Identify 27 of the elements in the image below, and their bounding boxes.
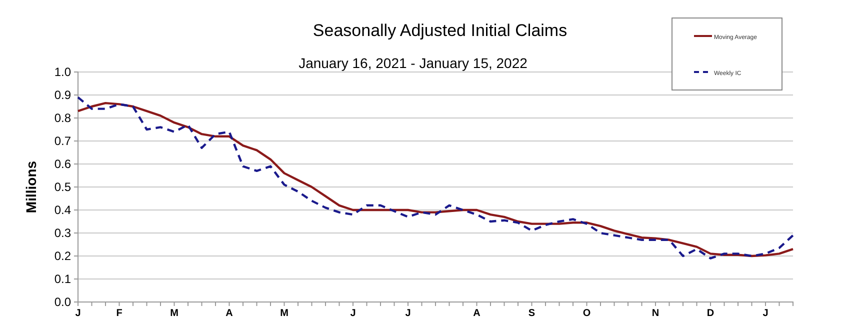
- y-tick-label: 0.5: [54, 180, 72, 194]
- x-tick-label: J: [762, 308, 768, 320]
- y-tick-label: 0.7: [54, 134, 72, 148]
- y-tick-label: 0.3: [54, 226, 72, 240]
- y-tick-label: 0.0: [54, 294, 72, 309]
- y-tick-label: 1.0: [54, 64, 72, 79]
- x-tick-label: O: [582, 308, 591, 320]
- x-tick-label: M: [280, 308, 288, 320]
- y-tick-label: 0.2: [54, 248, 72, 263]
- y-tick-label: 0.4: [54, 202, 72, 217]
- x-tick-label: D: [706, 308, 714, 320]
- x-tick-label: J: [75, 308, 81, 320]
- x-tick-label: M: [170, 308, 178, 320]
- y-tick-label: 0.6: [54, 156, 72, 171]
- y-tick-label: 0.9: [54, 88, 72, 102]
- x-tick-label: S: [528, 308, 536, 320]
- chart-subtitle: January 16, 2021 - January 15, 2022: [298, 55, 528, 71]
- x-tick-label: N: [652, 308, 660, 320]
- x-tick-label: J: [350, 308, 356, 320]
- chart-title: Seasonally Adjusted Initial Claims: [312, 21, 568, 40]
- x-tick-label: A: [473, 308, 480, 320]
- x-tick-label: A: [226, 308, 233, 320]
- x-tick-label: J: [405, 308, 411, 320]
- y-tick-label: 0.8: [54, 110, 72, 125]
- y-tick-label: 0.1: [54, 272, 72, 286]
- x-tick-label: F: [116, 308, 122, 320]
- y-axis-title: Millions: [23, 160, 39, 214]
